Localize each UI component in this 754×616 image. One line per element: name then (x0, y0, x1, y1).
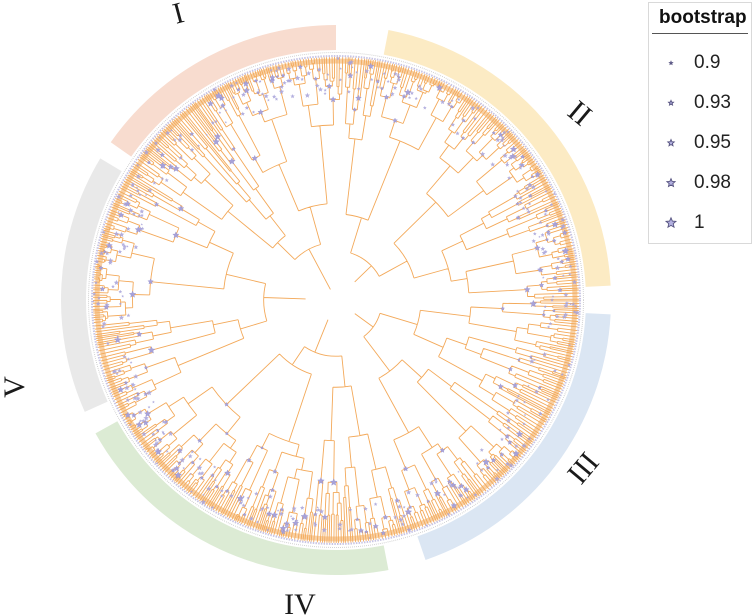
clade-label-4: IV (284, 588, 316, 616)
legend-item-label: 0.98 (694, 172, 731, 193)
clade-label-2: II (561, 94, 598, 132)
star-marker-icon (666, 138, 676, 147)
clade-arc-2 (383, 30, 611, 287)
clade-arc-4 (95, 421, 389, 575)
clade-label-5: V (0, 376, 31, 398)
clade-arc-5 (61, 158, 122, 412)
legend-item-label: 1 (694, 212, 705, 233)
bootstrap-legend: bootstrap 0.9 0.93 0.95 0.98 1 (648, 2, 752, 244)
bootstrap-support-markers (92, 56, 580, 539)
clade-arcs (61, 25, 611, 575)
legend-item-label: 0.95 (694, 132, 731, 153)
legend-item: 0.98 (649, 168, 753, 198)
tree-branches (88, 52, 584, 548)
legend-item-label: 0.9 (694, 52, 721, 73)
star-marker-icon (665, 177, 677, 188)
legend-item: 0.9 (649, 48, 753, 78)
star-marker-icon (664, 216, 678, 229)
clade-label-3: III (561, 446, 606, 490)
legend-item: 1 (649, 208, 753, 238)
clade-arc-1 (110, 25, 336, 157)
star-marker-icon (667, 99, 675, 107)
clade-arc-3 (417, 313, 611, 561)
legend-item: 0.93 (649, 88, 753, 118)
legend-item-label: 0.93 (694, 92, 731, 113)
star-marker-icon (668, 60, 674, 66)
legend-item: 0.95 (649, 128, 753, 158)
clade-label-1: I (169, 0, 187, 31)
legend-title: bootstrap (652, 3, 748, 34)
